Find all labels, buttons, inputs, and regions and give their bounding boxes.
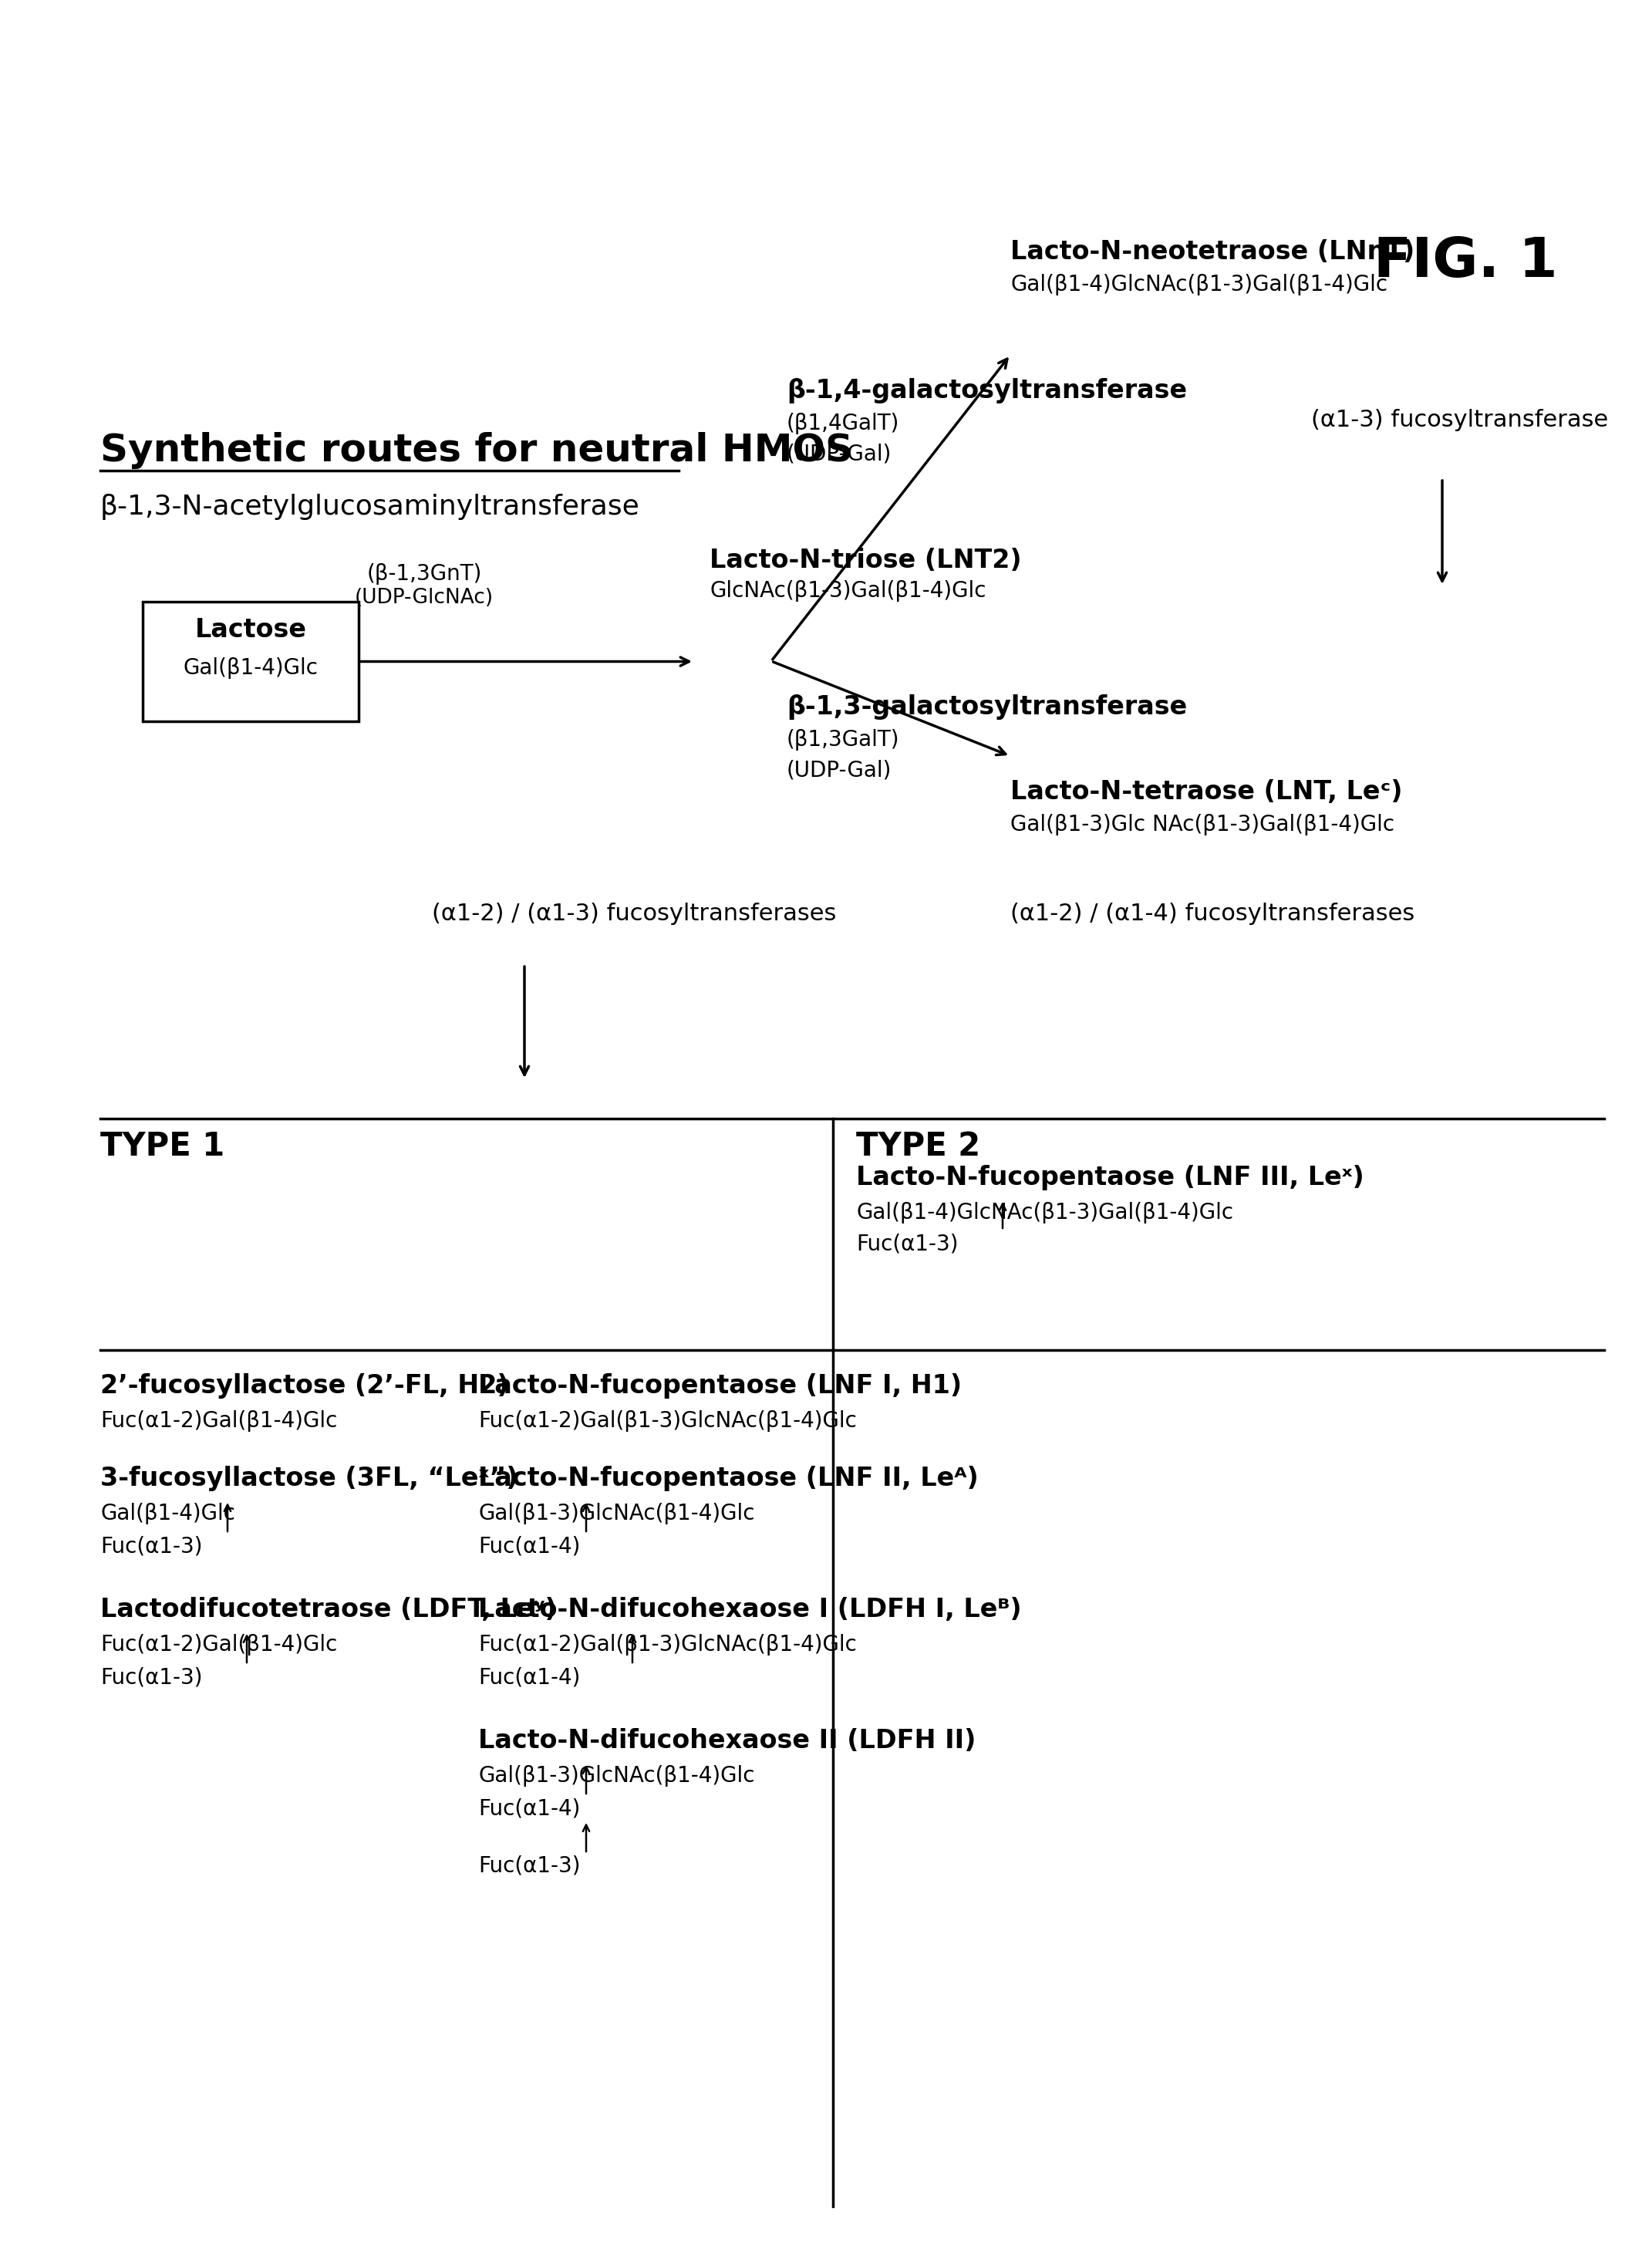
Text: Lacto-N-neotetraose (LNnT): Lacto-N-neotetraose (LNnT) — [1011, 238, 1414, 265]
Text: TYPE 1: TYPE 1 — [101, 1131, 225, 1162]
Text: Lactose: Lactose — [195, 618, 307, 643]
Text: Fuc(α1-4): Fuc(α1-4) — [477, 1798, 580, 1819]
Text: Gal(β1-4)GlcNAc(β1-3)Gal(β1-4)Glc: Gal(β1-4)GlcNAc(β1-3)Gal(β1-4)Glc — [1011, 274, 1388, 294]
Text: Gal(β1-3)GlcNAc(β1-4)Glc: Gal(β1-3)GlcNAc(β1-4)Glc — [477, 1502, 755, 1524]
Text: (β-1,3GnT): (β-1,3GnT) — [367, 564, 482, 584]
Text: FIG. 1: FIG. 1 — [1373, 236, 1558, 290]
Text: Gal(β1-3)GlcNAc(β1-4)Glc: Gal(β1-3)GlcNAc(β1-4)Glc — [477, 1765, 755, 1787]
Text: Fuc(α1-3): Fuc(α1-3) — [477, 1855, 580, 1877]
Text: Synthetic routes for neutral HMOS: Synthetic routes for neutral HMOS — [101, 432, 852, 470]
Text: Lacto-N-difucohexaose I (LDFH I, Leᴮ): Lacto-N-difucohexaose I (LDFH I, Leᴮ) — [477, 1596, 1021, 1623]
Text: Fuc(α1-2)Gal(β1-3)GlcNAc(β1-4)Glc: Fuc(α1-2)Gal(β1-3)GlcNAc(β1-4)Glc — [477, 1409, 857, 1432]
Text: Gal(β1-4)GlcNAc(β1-3)Gal(β1-4)Glc: Gal(β1-4)GlcNAc(β1-3)Gal(β1-4)Glc — [856, 1203, 1234, 1223]
Text: Lacto-N-tetraose (LNT, Leᶜ): Lacto-N-tetraose (LNT, Leᶜ) — [1011, 780, 1403, 805]
Text: β-1,3-N-acetylglucosaminyltransferase: β-1,3-N-acetylglucosaminyltransferase — [101, 495, 639, 519]
Text: (UDP-Gal): (UDP-Gal) — [786, 760, 892, 782]
Text: (β1,3GalT): (β1,3GalT) — [786, 728, 900, 751]
Text: (β1,4GalT): (β1,4GalT) — [786, 414, 900, 434]
Text: Fuc(α1-4): Fuc(α1-4) — [477, 1666, 580, 1688]
Text: Fuc(α1-2)Gal(β1-4)Glc: Fuc(α1-2)Gal(β1-4)Glc — [101, 1409, 337, 1432]
Text: Gal(β1-4)Glc: Gal(β1-4)Glc — [101, 1502, 235, 1524]
Text: Fuc(α1-2)Gal(β1-3)GlcNAc(β1-4)Glc: Fuc(α1-2)Gal(β1-3)GlcNAc(β1-4)Glc — [477, 1634, 857, 1655]
Text: β-1,3-galactosyltransferase: β-1,3-galactosyltransferase — [786, 695, 1188, 719]
Text: β-1,4-galactosyltransferase: β-1,4-galactosyltransferase — [786, 378, 1188, 402]
Text: (α1-3) fucosyltransferase: (α1-3) fucosyltransferase — [1312, 409, 1609, 432]
Text: (UDP-Gal): (UDP-Gal) — [786, 443, 892, 465]
Text: 3-fucosyllactose (3FL, “Leˣ”): 3-fucosyllactose (3FL, “Leˣ”) — [101, 1466, 517, 1490]
Text: (α1-2) / (α1-4) fucosyltransferases: (α1-2) / (α1-4) fucosyltransferases — [1011, 904, 1414, 924]
Text: Lacto-N-difucohexaose II (LDFH II): Lacto-N-difucohexaose II (LDFH II) — [477, 1729, 976, 1753]
Text: 2’-fucosyllactose (2’-FL, H2): 2’-fucosyllactose (2’-FL, H2) — [101, 1374, 509, 1398]
Text: Lacto-N-fucopentaose (LNF I, H1): Lacto-N-fucopentaose (LNF I, H1) — [477, 1374, 961, 1398]
Text: (α1-2) / (α1-3) fucosyltransferases: (α1-2) / (α1-3) fucosyltransferases — [431, 904, 836, 924]
Text: Gal(β1-3)Glc NAc(β1-3)Gal(β1-4)Glc: Gal(β1-3)Glc NAc(β1-3)Gal(β1-4)Glc — [1011, 814, 1394, 836]
Text: Gal(β1-4)Glc: Gal(β1-4)Glc — [183, 656, 319, 679]
Text: Lacto-N-fucopentaose (LNF II, Leᴬ): Lacto-N-fucopentaose (LNF II, Leᴬ) — [477, 1466, 978, 1490]
Text: Fuc(α1-3): Fuc(α1-3) — [101, 1666, 203, 1688]
Text: TYPE 2: TYPE 2 — [856, 1131, 980, 1162]
Text: Lactodifucotetraose (LDFT, Leʸ): Lactodifucotetraose (LDFT, Leʸ) — [101, 1596, 557, 1623]
Text: Fuc(α1-2)Gal(β1-4)Glc: Fuc(α1-2)Gal(β1-4)Glc — [101, 1634, 337, 1655]
Bar — [142, 602, 358, 722]
Text: Fuc(α1-3): Fuc(α1-3) — [101, 1535, 203, 1558]
Text: Fuc(α1-3): Fuc(α1-3) — [856, 1232, 958, 1254]
Text: (UDP-GlcNAc): (UDP-GlcNAc) — [355, 587, 494, 607]
Text: Fuc(α1-4): Fuc(α1-4) — [477, 1535, 580, 1558]
Text: GlcNAc(β1-3)Gal(β1-4)Glc: GlcNAc(β1-3)Gal(β1-4)Glc — [710, 580, 986, 602]
Text: Lacto-N-fucopentaose (LNF III, Leˣ): Lacto-N-fucopentaose (LNF III, Leˣ) — [856, 1164, 1365, 1191]
Text: Lacto-N-triose (LNT2): Lacto-N-triose (LNT2) — [710, 549, 1021, 573]
